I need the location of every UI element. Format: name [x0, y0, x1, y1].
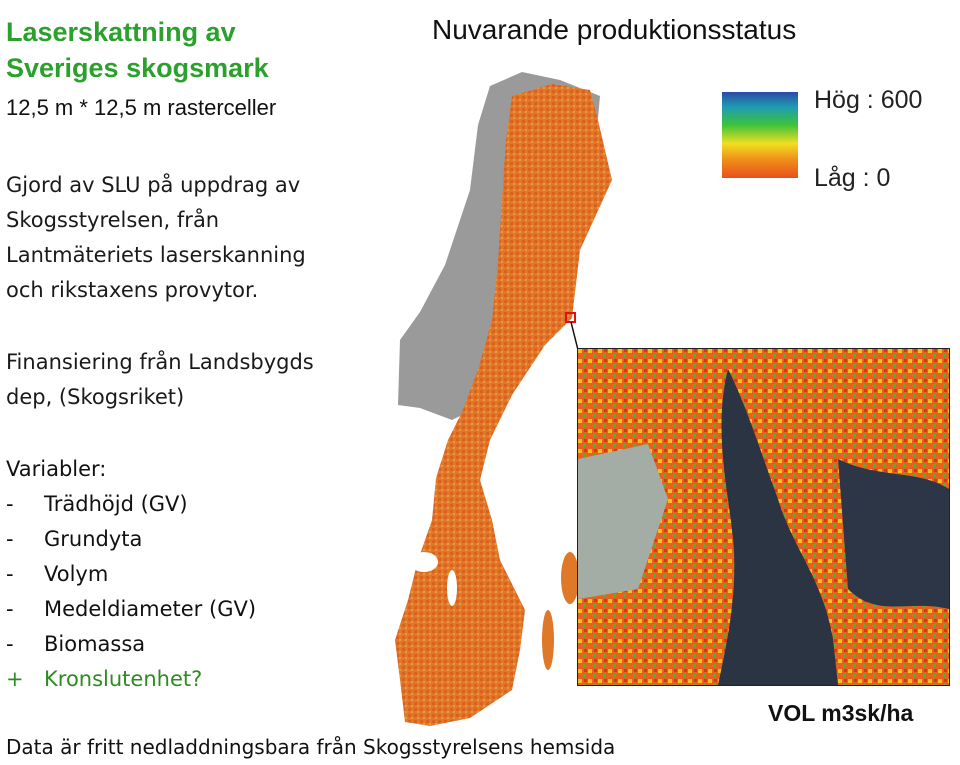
- legend-high-label: Hög : 600: [814, 86, 923, 114]
- list-item-label: Biomassa: [44, 632, 146, 656]
- inset-connector: [570, 321, 579, 351]
- funding-paragraph: Finansiering från Landsbygds dep, (Skogs…: [6, 345, 314, 415]
- inset-urban-area: [578, 444, 668, 599]
- map-unit-label: VOL m3sk/ha: [768, 700, 914, 726]
- map-title: Nuvarande produktionsstatus: [432, 14, 797, 45]
- credits-line: Gjord av SLU på uppdrag av: [6, 173, 301, 197]
- list-item-label: Trädhöjd (GV): [44, 492, 188, 516]
- inset-detail-raster: [578, 349, 949, 685]
- raster-resolution: 12,5 m * 12,5 m rasterceller: [6, 95, 277, 120]
- credits-line: Skogsstyrelsen, från: [6, 208, 220, 232]
- legend-color-scale: [722, 92, 798, 178]
- credits-paragraph: Gjord av SLU på uppdrag av Skogsstyrelse…: [6, 168, 306, 308]
- inset-detail-map: [577, 348, 950, 686]
- legend-low-label: Låg : 0: [814, 164, 891, 192]
- lake-vattern: [447, 570, 457, 606]
- list-item-label: Kronslutenhet?: [44, 667, 203, 691]
- list-bullet: -: [6, 632, 14, 656]
- credits-line: och rikstaxens provytor.: [6, 278, 259, 302]
- list-item: - Grundyta: [6, 522, 256, 557]
- list-item: - Medeldiameter (GV): [6, 592, 256, 627]
- funding-line: Finansiering från Landsbygds: [6, 350, 314, 374]
- list-item: - Volym: [6, 557, 256, 592]
- list-item-label: Medeldiameter (GV): [44, 597, 257, 621]
- list-bullet: -: [6, 562, 14, 586]
- footer-note: Data är fritt nedladdningsbara från Skog…: [6, 735, 616, 759]
- island-oland: [542, 610, 554, 670]
- list-item-extra: + Kronslutenhet?: [6, 662, 256, 697]
- list-bullet: -: [6, 597, 14, 621]
- list-bullet: +: [6, 667, 24, 691]
- inset-water-east: [838, 459, 949, 609]
- lake-vanern: [410, 552, 438, 572]
- variables-list: Variabler: - Trädhöjd (GV) - Grundyta - Vol…: [6, 452, 256, 697]
- list-bullet: -: [6, 492, 14, 516]
- sweden-land: [395, 84, 612, 726]
- list-item-label: Volym: [44, 562, 109, 586]
- island-gotland: [561, 552, 579, 604]
- inset-lake: [718, 369, 838, 685]
- variables-heading: Variabler:: [6, 457, 107, 481]
- title-line-2: Sveriges skogsmark: [6, 53, 269, 83]
- list-item: - Trädhöjd (GV): [6, 487, 256, 522]
- credits-line: Lantmäteriets laserskanning: [6, 243, 306, 267]
- list-bullet: -: [6, 527, 14, 551]
- list-item-label: Grundyta: [44, 527, 143, 551]
- list-item: - Biomassa: [6, 627, 256, 662]
- inset-location-marker: [565, 312, 576, 323]
- title-line-1: Laserskattning av: [6, 17, 236, 47]
- slide-title: Laserskattning av Sveriges skogsmark: [6, 14, 269, 86]
- funding-line: dep, (Skogsriket): [6, 385, 185, 409]
